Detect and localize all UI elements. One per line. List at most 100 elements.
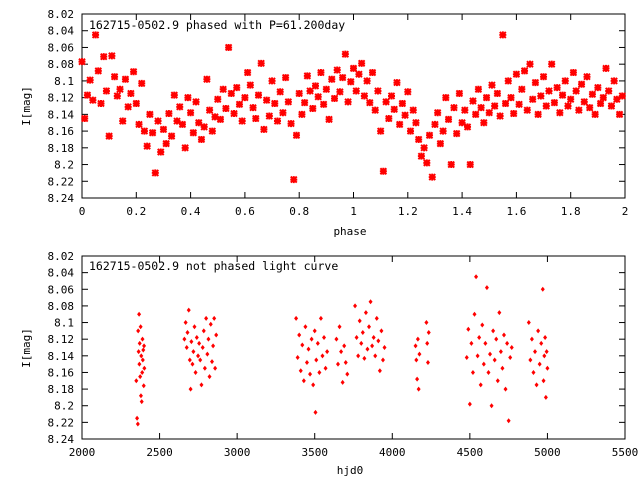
data-point — [455, 89, 464, 98]
data-point — [470, 369, 475, 375]
data-point — [526, 60, 534, 68]
data-point — [444, 115, 453, 124]
data-point — [353, 303, 358, 309]
data-point — [140, 336, 145, 342]
data-point — [238, 117, 246, 125]
data-point — [185, 330, 190, 336]
data-point — [148, 129, 157, 137]
data-point — [345, 371, 350, 377]
data-point — [362, 355, 367, 361]
data-point — [373, 353, 378, 359]
y-tick-label: 8.16 — [48, 366, 75, 379]
data-point — [393, 78, 401, 87]
data-point — [580, 98, 588, 106]
data-point — [534, 110, 542, 119]
data-point — [360, 92, 369, 100]
data-point — [328, 75, 336, 83]
data-point — [306, 346, 311, 352]
data-point — [415, 376, 420, 382]
data-point — [194, 335, 199, 341]
data-point — [545, 87, 553, 95]
data-point — [523, 106, 531, 114]
data-point — [313, 409, 318, 415]
data-point — [504, 77, 512, 85]
data-point — [279, 108, 287, 117]
data-point — [290, 175, 298, 184]
chart-title: 162715-0502.9 not phased light curve — [89, 259, 338, 273]
data-point — [461, 106, 469, 114]
data-point — [205, 351, 210, 357]
data-point — [188, 386, 193, 392]
data-point — [480, 322, 485, 328]
data-point — [138, 374, 143, 380]
data-point — [335, 361, 340, 367]
y-tick-label: 8.18 — [48, 142, 75, 155]
data-point — [318, 315, 323, 321]
data-point — [81, 114, 89, 123]
data-point — [447, 160, 455, 169]
y-axis-label: I[mag] — [20, 86, 33, 126]
data-point — [210, 359, 215, 365]
data-point — [382, 345, 387, 350]
data-point — [292, 131, 301, 139]
data-point — [507, 93, 515, 102]
data-point — [192, 324, 197, 330]
data-point — [618, 92, 626, 100]
x-tick-label: 5500 — [612, 446, 639, 459]
data-point — [197, 135, 206, 144]
data-point — [467, 401, 472, 407]
data-point — [356, 353, 361, 359]
data-point — [425, 131, 434, 139]
y-tick-label: 8.22 — [48, 416, 75, 429]
data-point — [431, 120, 439, 129]
data-point — [488, 351, 493, 357]
data-point — [108, 52, 116, 60]
data-point — [183, 320, 188, 326]
data-point — [420, 144, 428, 152]
data-point — [518, 85, 526, 93]
data-point — [298, 110, 306, 119]
data-point — [141, 347, 146, 353]
data-point — [380, 357, 385, 363]
data-point — [198, 357, 203, 363]
data-point — [528, 95, 537, 104]
data-point — [607, 102, 616, 110]
data-point — [249, 103, 257, 112]
data-point — [537, 361, 542, 367]
data-point — [309, 104, 317, 113]
data-point — [371, 335, 376, 341]
data-point — [344, 98, 352, 106]
data-point — [170, 91, 179, 99]
x-tick-label: 1.2 — [398, 205, 418, 218]
data-point — [488, 81, 496, 89]
data-point — [342, 343, 347, 349]
data-point — [553, 83, 561, 92]
data-point — [204, 315, 209, 321]
data-point — [138, 393, 143, 399]
data-point — [575, 106, 583, 114]
plot-frame — [81, 255, 626, 440]
x-tick-label: 1.4 — [452, 205, 472, 218]
data-point — [195, 119, 203, 127]
data-point — [100, 52, 108, 61]
data-point — [531, 369, 536, 375]
data-point — [452, 129, 461, 138]
data-point — [450, 103, 458, 112]
data-point — [357, 318, 362, 324]
x-tick-label: 1.8 — [561, 205, 581, 218]
data-point — [615, 110, 624, 119]
data-point — [192, 98, 200, 106]
x-tick-label: 2500 — [146, 446, 173, 459]
data-point — [423, 159, 431, 167]
data-point — [205, 106, 214, 114]
data-point — [596, 99, 605, 108]
x-tick-label: 3000 — [224, 446, 251, 459]
data-point — [116, 85, 124, 93]
data-point — [413, 343, 418, 349]
data-point — [105, 132, 113, 140]
data-point — [235, 100, 244, 109]
x-tick-label: 0.8 — [289, 205, 309, 218]
data-point — [339, 349, 344, 355]
data-point — [509, 109, 518, 118]
data-point — [213, 365, 218, 371]
